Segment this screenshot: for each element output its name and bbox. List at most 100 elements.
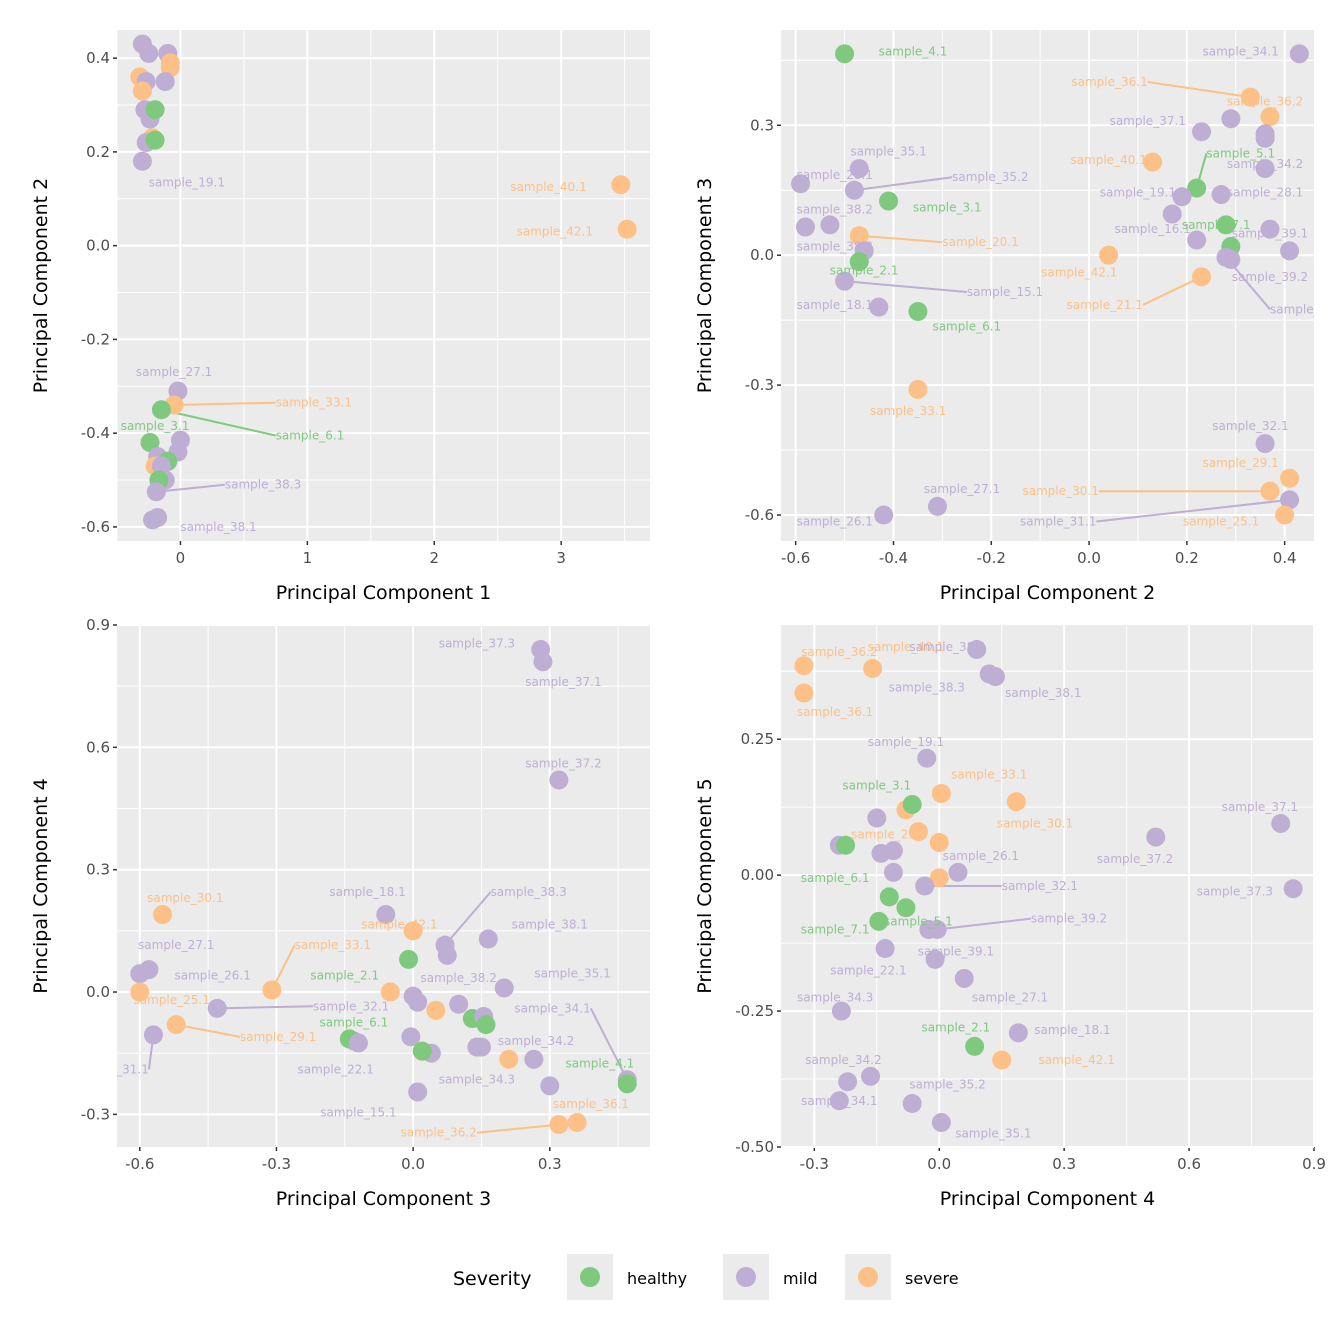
data-point-mild	[1255, 434, 1275, 454]
data-point-healthy	[145, 130, 165, 150]
data-point-mild	[1255, 159, 1275, 179]
point-label: sample_40.1	[510, 180, 586, 194]
data-point-healthy	[151, 400, 171, 420]
point-label: sample_34.2	[805, 1053, 881, 1067]
y-tick-label: 0.3	[86, 861, 110, 879]
point-label: sample_32.1	[1212, 419, 1288, 433]
legend: Severity healthy mild severe	[453, 1254, 959, 1300]
point-label: sample_27.1	[924, 482, 1000, 496]
data-point-mild	[917, 748, 937, 768]
point-label: sample_32.1	[313, 999, 389, 1013]
point-label: sample_34.1	[801, 1094, 877, 1108]
label-connector	[161, 408, 276, 437]
point-label: sample_15.1	[320, 1105, 396, 1119]
data-point-mild	[408, 992, 428, 1012]
point-label: sample_42.1	[1038, 1053, 1114, 1067]
data-point-mild	[207, 998, 227, 1018]
point-label: sample_18.1	[797, 298, 873, 312]
data-point-mild	[931, 1113, 951, 1133]
data-point-mild	[948, 862, 968, 882]
data-point-mild	[820, 215, 840, 235]
point-label: sample_38.2	[797, 203, 873, 217]
point-label: sample_26.1	[797, 515, 873, 529]
data-point-mild	[1172, 187, 1192, 207]
data-point-mild	[849, 159, 869, 179]
data-point-mild	[139, 43, 159, 63]
point-label: sample_35.2	[909, 1077, 985, 1091]
panel-3: -0.6 -0.3 0.0 0.3 -0.3 0.0 0.3 0.6 0.9 Principal …	[30, 616, 650, 1210]
point-label: sample_34.1	[514, 1001, 590, 1015]
data-point-severe	[262, 980, 282, 1000]
data-point-mild	[795, 217, 815, 237]
point-label: sample_25.1	[1183, 515, 1259, 529]
point-label: sample_40.1	[1070, 153, 1146, 167]
point-label: sample_2.1	[922, 1020, 991, 1034]
y-axis-title: Principal Component 2	[30, 178, 52, 393]
point-label: sample_4.1	[879, 45, 948, 59]
data-point-severe	[849, 226, 869, 246]
y-axis-title: Principal Component 5	[694, 778, 716, 993]
y-tick-label: 0.00	[741, 866, 774, 884]
x-tick-label: 0	[176, 549, 186, 567]
plot-area: sample_37.3 sample_37.1 sample_37.2 sample_…	[117, 636, 637, 1140]
point-label: sample_19.1	[1100, 185, 1176, 199]
data-point-severe	[617, 219, 637, 239]
data-point-severe	[499, 1049, 519, 1069]
point-label: sample_28.1	[1227, 185, 1303, 199]
label-connector	[156, 483, 225, 493]
data-point-severe	[863, 659, 883, 678]
point-label: sample_30.1	[1022, 484, 1098, 498]
panel-4: -0.3 0.0 0.3 0.6 0.9 -0.50 -0.25 0.00 0.25 Princi…	[694, 625, 1326, 1210]
point-label: sample_35.1	[534, 967, 610, 981]
data-point-mild	[143, 1025, 163, 1045]
point-label: sample_36.1	[553, 1097, 629, 1111]
point-label: sample_39.2	[1232, 270, 1308, 284]
point-label: sample_36.1	[1071, 75, 1147, 89]
data-point-severe	[992, 1050, 1012, 1070]
data-point-severe	[1280, 468, 1300, 488]
data-point-severe	[130, 982, 150, 1002]
point-label: sample_39.2	[1031, 912, 1107, 926]
x-tick-label: 0.9	[1302, 1155, 1326, 1173]
point-label: sample_35.1	[955, 1126, 1031, 1140]
label-connector	[1147, 80, 1251, 99]
data-point-mild	[478, 929, 498, 949]
data-point-healthy	[965, 1036, 985, 1056]
data-point-healthy	[902, 794, 922, 814]
point-label: sample_19.1	[868, 735, 944, 749]
y-axis-title: Principal Component 3	[694, 178, 716, 393]
data-point-mild	[954, 968, 974, 988]
x-tick-label: 1	[303, 549, 313, 567]
data-point-severe	[1275, 505, 1295, 525]
data-point-mild	[449, 994, 469, 1014]
data-point-mild	[985, 667, 1005, 687]
point-label: sample_16.1	[1114, 222, 1190, 236]
point-label: sample_15.1	[967, 285, 1043, 299]
data-point-severe	[611, 175, 631, 195]
data-point-mild	[869, 297, 889, 317]
y-tick-label: -0.3	[81, 1105, 110, 1123]
point-label: sample_18.1	[329, 885, 405, 899]
data-point-mild	[838, 1072, 858, 1092]
point-label: sample_29.1	[1202, 456, 1278, 470]
x-tick-label: -0.2	[977, 549, 1006, 567]
data-point-mild	[1187, 230, 1207, 250]
x-tick-label: 0.6	[1177, 1155, 1201, 1173]
point-label: sample_33.1	[951, 768, 1027, 782]
point-label: sample_36.1	[797, 705, 873, 719]
data-point-mild	[132, 151, 152, 171]
data-point-severe	[403, 921, 423, 941]
point-label: sample_6.1	[932, 320, 1001, 334]
data-point-severe	[549, 1115, 569, 1135]
point-label: sample_37.1	[1110, 114, 1186, 128]
data-point-severe	[160, 53, 180, 73]
data-point-healthy	[849, 252, 869, 272]
point-label: sample_25.1	[133, 993, 209, 1007]
x-tick-label: 0.3	[538, 1155, 562, 1173]
point-label: sample_2.1	[830, 263, 899, 277]
x-tick-label: 2	[429, 549, 439, 567]
x-tick-label: 0.0	[401, 1155, 425, 1173]
data-point-mild	[401, 1027, 421, 1047]
x-tick-label: -0.3	[262, 1155, 291, 1173]
